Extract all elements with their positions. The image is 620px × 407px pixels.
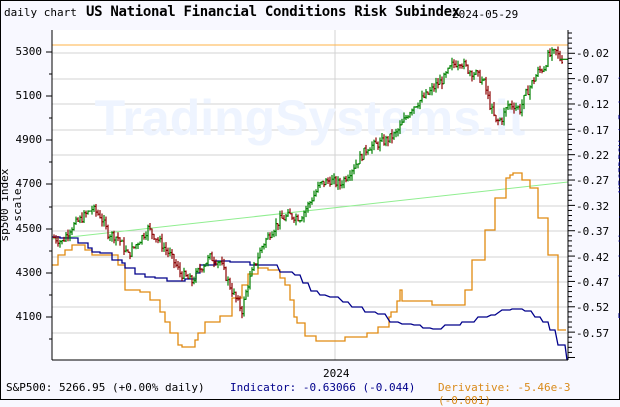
left-tick-label: 4100 [4,310,42,323]
left-axis-label: sp500 index scale [0,150,24,260]
right-tick-label: -0.57 [576,327,609,340]
right-tick-label: -0.27 [576,174,609,187]
right-tick-label: -0.17 [576,124,609,137]
right-axis-ticks [568,33,575,357]
right-tick-label: -0.47 [576,276,609,289]
right-tick-label: -0.12 [576,98,609,111]
left-axis-ticks [46,52,52,339]
right-axis-label: Economic indicator NFCIRISK ( Index ) [617,72,620,322]
right-tick-label: -0.52 [576,301,609,314]
sp500-readout: S&P500: 5266.95 (+0.00% daily) [6,381,205,394]
derivative-readout: Derivative: -5.46e-3 (-0.001) [438,381,620,407]
indicator-readout: Indicator: -0.63066 (-0.044) [230,381,415,394]
left-tick-label: 4900 [4,133,42,146]
right-tick-label: -0.37 [576,225,609,238]
right-tick-label: -0.02 [576,47,609,60]
x-tick-label-2024: 2024 [323,367,350,380]
right-tick-label: -0.07 [576,73,609,86]
watermark: TradingSystems.it [95,90,526,146]
left-tick-label: 5300 [4,45,42,58]
right-tick-label: -0.42 [576,251,609,264]
left-tick-label: 5100 [4,89,42,102]
left-tick-label: 4300 [4,266,42,279]
right-tick-label: -0.22 [576,149,609,162]
right-tick-label: -0.32 [576,200,609,213]
